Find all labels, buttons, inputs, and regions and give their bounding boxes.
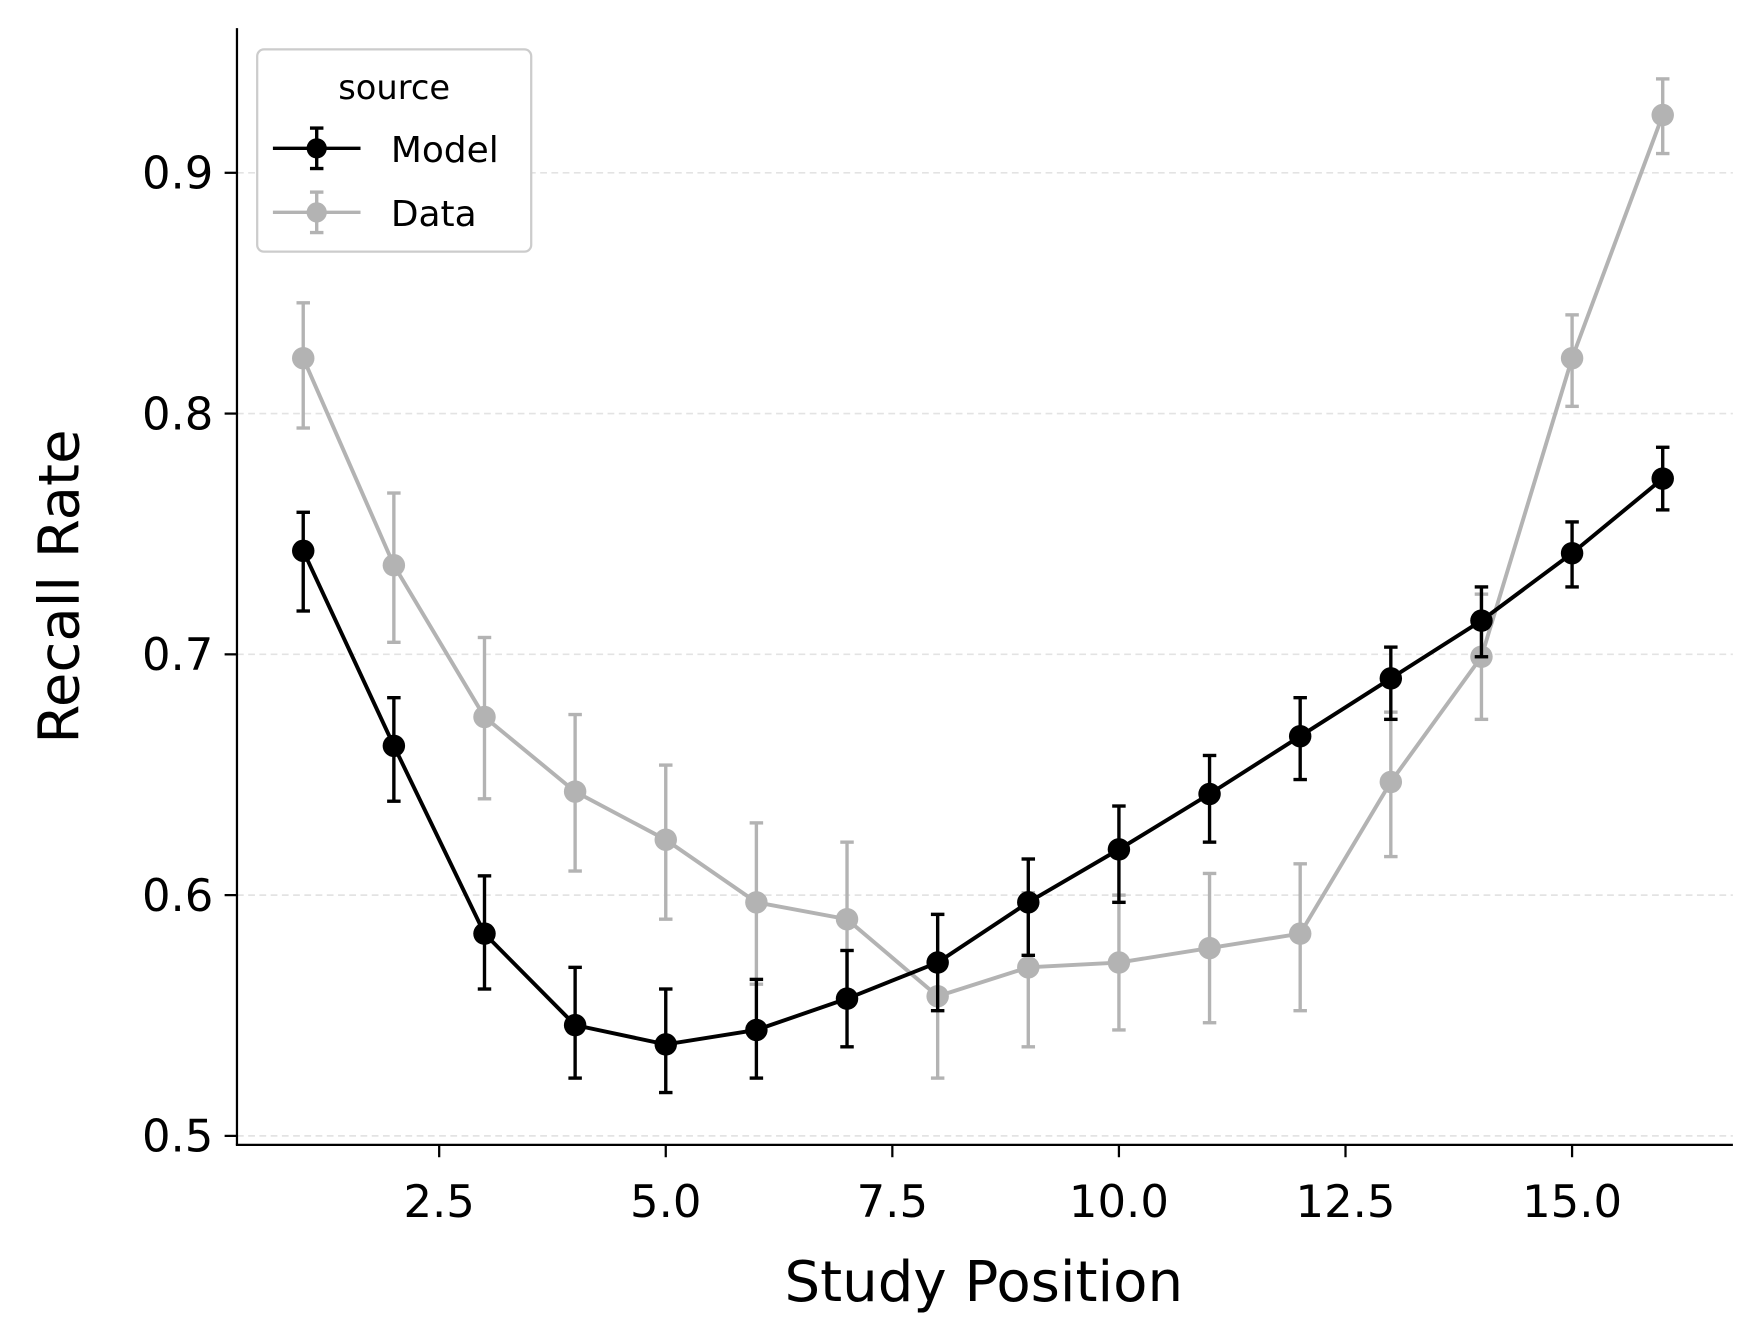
series-line (301, 114, 1665, 999)
data-point (1288, 922, 1312, 945)
data-point (1379, 667, 1403, 690)
x-tick-label: 10.0 (1069, 1175, 1169, 1228)
data-point (1379, 770, 1403, 794)
data-point (654, 828, 677, 851)
x-tick-label: 7.5 (857, 1175, 928, 1228)
legend-entry-model: Model (272, 126, 499, 171)
legend-label-data: Data (391, 194, 477, 235)
x-axis-label: Study Position (785, 1250, 1184, 1315)
data-point (563, 1013, 587, 1037)
series-layer (292, 77, 1674, 1095)
data-point (835, 907, 859, 931)
y-tick-label: 0.9 (142, 147, 213, 200)
data-point (654, 1033, 677, 1056)
x-tick-label: 15.0 (1522, 1175, 1622, 1228)
data-point (1198, 936, 1221, 960)
data-point (1470, 609, 1493, 632)
data-point (926, 951, 949, 974)
data-point (1017, 891, 1040, 914)
y-tick-label: 0.6 (142, 869, 213, 922)
data-point (563, 780, 587, 803)
data-point (292, 346, 315, 370)
y-tick-label: 0.5 (142, 1110, 213, 1163)
data-point (835, 987, 859, 1010)
legend-label-model: Model (391, 130, 499, 171)
x-tick-label: 2.5 (403, 1175, 474, 1228)
data-point (1560, 346, 1584, 370)
x-tick-label: 12.5 (1295, 1175, 1395, 1228)
data-point (1560, 541, 1584, 565)
data-point (382, 734, 406, 758)
x-tick-label: 5.0 (630, 1175, 701, 1228)
legend-frame (256, 48, 533, 253)
data-point (473, 922, 496, 945)
data-point (473, 705, 496, 729)
data-point (1651, 103, 1674, 127)
data-point (292, 539, 315, 563)
legend: source Model Data (256, 48, 533, 253)
series-line (301, 477, 1664, 1047)
data-point (1198, 782, 1221, 806)
data-point (1288, 724, 1312, 748)
data-point (382, 554, 406, 577)
data-point (745, 1018, 768, 1042)
series-data (292, 77, 1674, 1080)
data-point (745, 891, 768, 914)
legend-entry-data: Data (272, 190, 477, 235)
data-point (1651, 467, 1674, 490)
grid (236, 171, 1733, 1137)
data-point (1107, 951, 1131, 974)
y-axis-label: Recall Rate (28, 429, 93, 743)
data-point (1017, 956, 1040, 979)
data-point (1107, 838, 1131, 861)
ticks: 0.5 0.6 0.7 0.8 0.9 2.5 5.0 7.5 10.0 12.5 15.0 (142, 147, 1622, 1228)
legend-title: source (338, 68, 450, 107)
y-tick-label: 0.8 (142, 387, 213, 440)
y-tick-label: 0.7 (142, 628, 213, 681)
series-model (292, 445, 1674, 1095)
